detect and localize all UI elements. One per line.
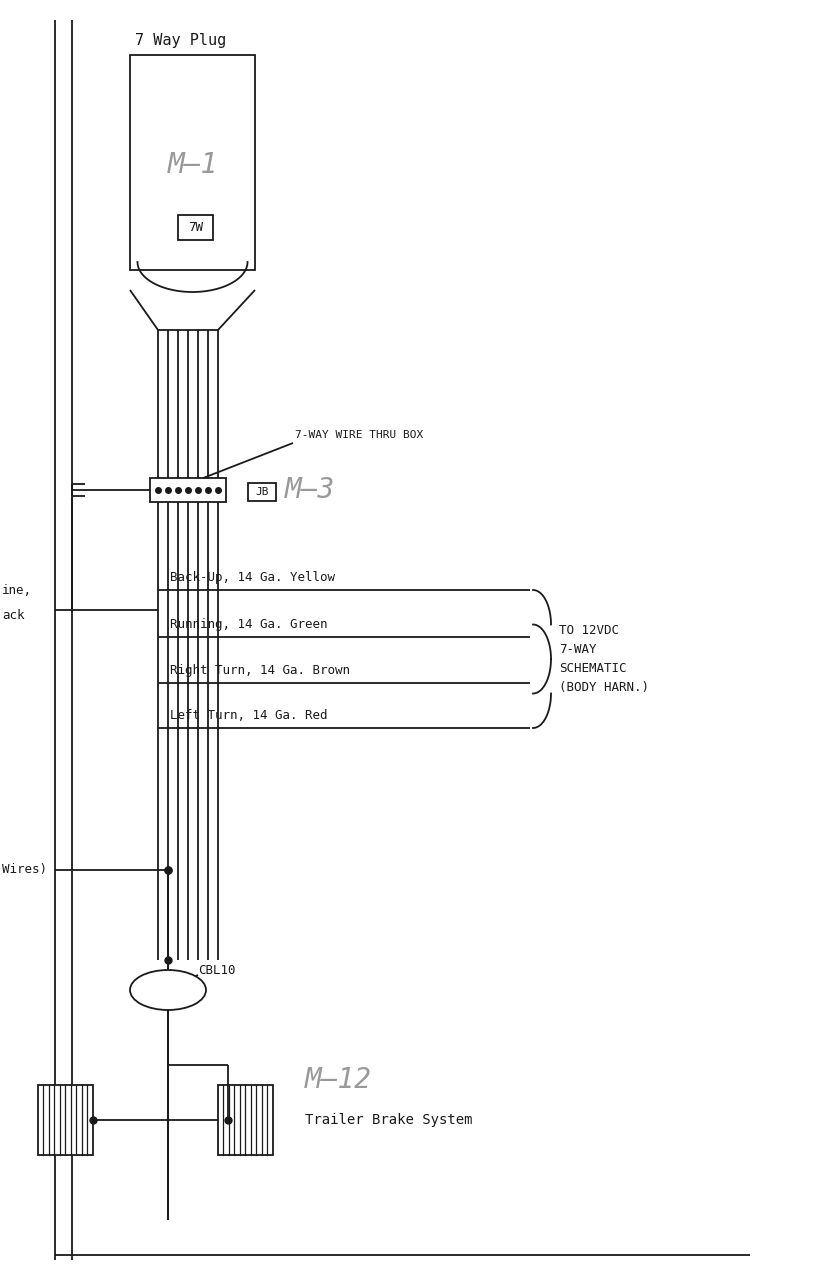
Text: Left Turn, 14 Ga. Red: Left Turn, 14 Ga. Red: [170, 709, 328, 722]
Text: ine,: ine,: [2, 584, 32, 596]
Text: TO 12VDC
7-WAY
SCHEMATIC
(BODY HARN.): TO 12VDC 7-WAY SCHEMATIC (BODY HARN.): [559, 625, 649, 694]
Text: 7-WAY WIRE THRU BOX: 7-WAY WIRE THRU BOX: [295, 430, 424, 440]
Text: Right Turn, 14 Ga. Brown: Right Turn, 14 Ga. Brown: [170, 664, 350, 677]
Text: Back-Up, 14 Ga. Yellow: Back-Up, 14 Ga. Yellow: [170, 571, 335, 584]
Ellipse shape: [130, 970, 206, 1010]
Text: 7 Way Plug: 7 Way Plug: [135, 33, 227, 49]
Text: M–12: M–12: [305, 1066, 372, 1094]
Text: 7W: 7W: [188, 221, 203, 234]
Text: M–1: M–1: [167, 151, 218, 179]
Text: JB: JB: [255, 486, 268, 497]
FancyBboxPatch shape: [178, 215, 213, 241]
FancyBboxPatch shape: [218, 1085, 273, 1155]
Text: M–3: M–3: [285, 476, 335, 504]
Text: Wires): Wires): [2, 864, 47, 877]
Text: ack: ack: [2, 608, 25, 622]
FancyBboxPatch shape: [38, 1085, 93, 1155]
Text: CBL10: CBL10: [198, 964, 236, 977]
FancyBboxPatch shape: [150, 477, 226, 502]
FancyBboxPatch shape: [248, 483, 276, 500]
Text: Running, 14 Ga. Green: Running, 14 Ga. Green: [170, 618, 328, 631]
Text: Trailer Brake System: Trailer Brake System: [305, 1114, 473, 1126]
FancyBboxPatch shape: [130, 55, 255, 270]
